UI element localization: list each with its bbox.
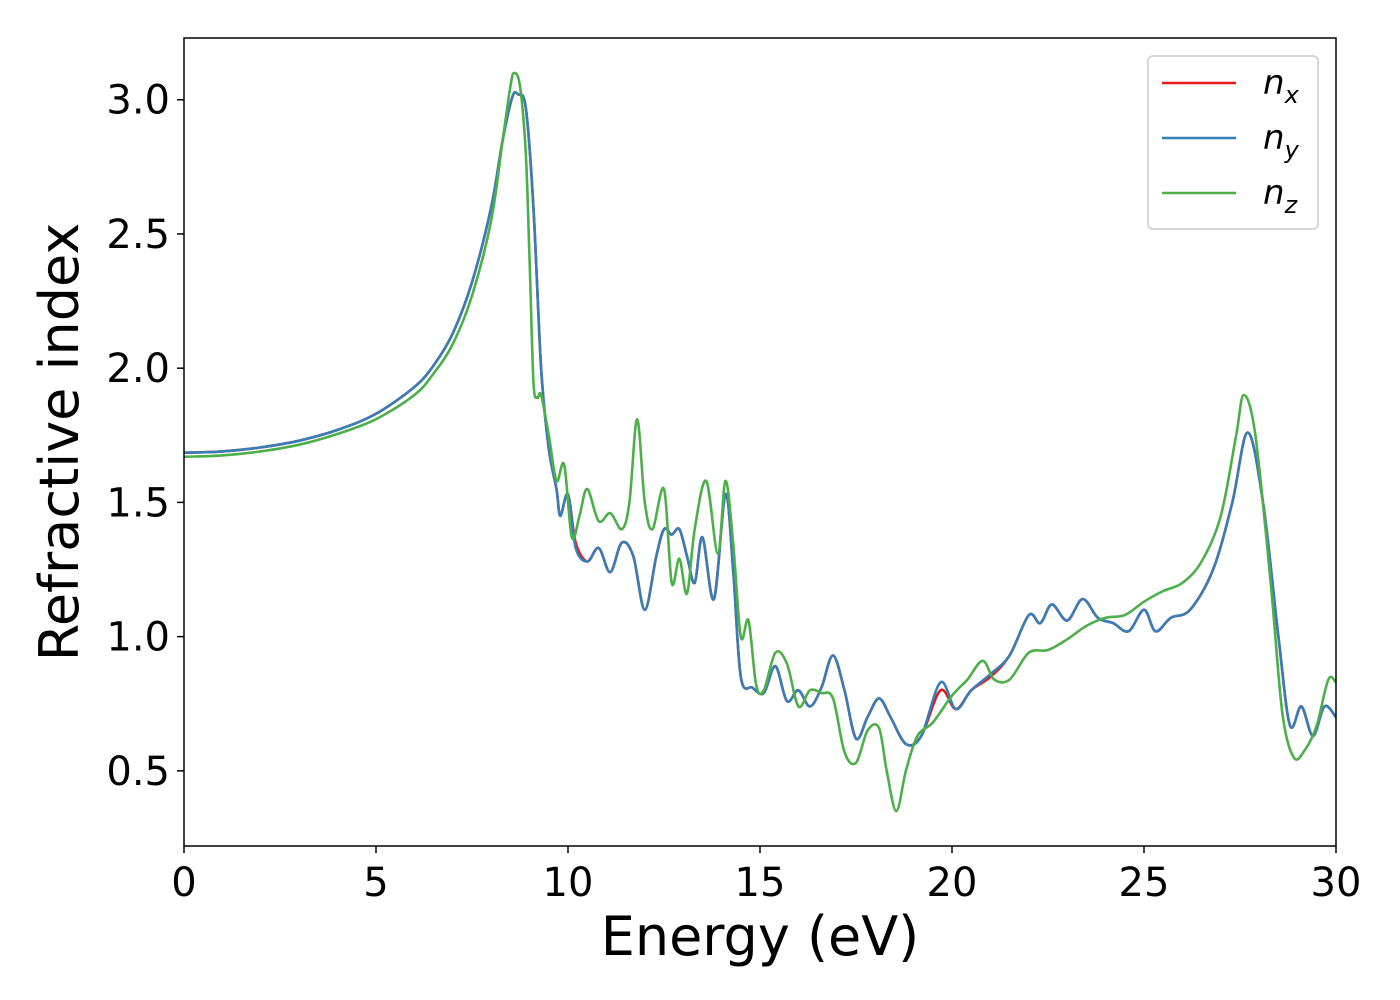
x-tick-label: 20 [927,860,978,906]
y-axis-title: Refractive index [28,223,91,662]
y-tick-label: 2.0 [106,346,170,392]
legend-label-n-z: nz [1263,173,1299,219]
plot-background [184,38,1336,846]
x-axis: 0 5 10 15 20 25 30 [171,846,1361,906]
x-tick-label: 30 [1311,860,1362,906]
y-tick-label: 2.5 [106,212,170,258]
y-tick-label: 3.0 [106,78,170,124]
x-tick-label: 0 [171,860,196,906]
y-tick-label: 0.5 [106,749,170,795]
legend-label-n-x: nx [1263,63,1300,109]
legend-label-n-y: ny [1263,118,1300,164]
y-tick-label: 1.5 [106,480,170,526]
y-tick-label: 1.0 [106,615,170,661]
series-layer [184,71,1336,813]
x-axis-title: Energy (eV) [601,905,920,968]
y-axis: 0.5 1.0 1.5 2.0 2.5 3.0 [106,78,184,795]
x-tick-label: 10 [543,860,594,906]
series-line-n-z [184,71,1336,813]
x-tick-label: 25 [1119,860,1170,906]
legend: nx ny nz [1147,55,1319,230]
legend-box [1147,55,1319,230]
x-tick-label: 5 [363,860,388,906]
x-tick-label: 15 [735,860,786,906]
